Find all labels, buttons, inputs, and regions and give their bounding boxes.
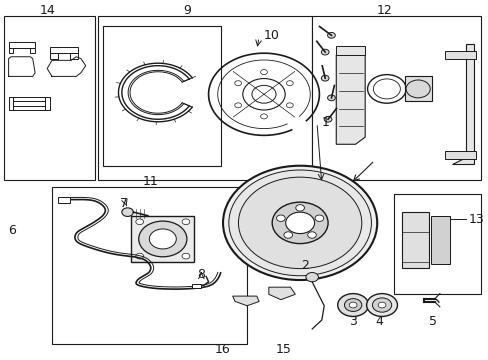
Circle shape <box>406 80 429 98</box>
Circle shape <box>307 232 316 238</box>
Bar <box>9 97 49 102</box>
Circle shape <box>377 302 385 308</box>
Bar <box>49 47 78 53</box>
Bar <box>9 48 13 53</box>
Text: 12: 12 <box>376 4 391 17</box>
Bar <box>30 48 35 53</box>
Circle shape <box>243 78 285 110</box>
Bar <box>444 152 475 158</box>
Text: 11: 11 <box>142 175 158 188</box>
Circle shape <box>272 202 327 244</box>
Circle shape <box>285 212 314 234</box>
Bar <box>393 194 480 294</box>
Text: 5: 5 <box>428 315 436 328</box>
Bar <box>58 197 70 203</box>
Bar <box>45 97 49 111</box>
Bar <box>52 187 246 344</box>
Text: 2: 2 <box>301 259 308 272</box>
Bar <box>9 106 49 111</box>
Circle shape <box>286 103 293 108</box>
Bar <box>70 53 78 59</box>
Text: 15: 15 <box>275 343 291 356</box>
Circle shape <box>337 294 368 316</box>
Circle shape <box>251 85 275 103</box>
Circle shape <box>182 219 189 225</box>
Bar <box>336 46 365 55</box>
Circle shape <box>373 79 400 99</box>
Circle shape <box>182 253 189 259</box>
Circle shape <box>260 69 267 75</box>
Bar <box>9 42 35 48</box>
Text: 4: 4 <box>375 315 383 328</box>
Polygon shape <box>451 44 472 164</box>
Polygon shape <box>232 296 259 306</box>
Circle shape <box>367 75 406 103</box>
Circle shape <box>305 273 318 282</box>
Polygon shape <box>268 287 295 300</box>
Text: 16: 16 <box>215 343 230 356</box>
Polygon shape <box>336 48 365 144</box>
Circle shape <box>348 302 356 308</box>
Bar <box>102 26 220 166</box>
Circle shape <box>122 208 133 216</box>
Circle shape <box>234 81 241 86</box>
Bar <box>49 53 58 59</box>
Circle shape <box>234 103 241 108</box>
Bar <box>430 216 449 264</box>
Circle shape <box>295 204 304 211</box>
Circle shape <box>284 232 292 238</box>
Circle shape <box>344 298 361 311</box>
Text: 8: 8 <box>197 268 205 281</box>
Text: 13: 13 <box>468 213 484 226</box>
Bar <box>4 16 95 180</box>
Bar <box>131 216 194 262</box>
Circle shape <box>136 219 143 225</box>
Circle shape <box>228 170 371 276</box>
Circle shape <box>324 116 331 122</box>
Circle shape <box>238 177 361 269</box>
Circle shape <box>372 298 391 312</box>
Circle shape <box>223 166 376 280</box>
Text: 14: 14 <box>39 4 55 17</box>
Circle shape <box>366 294 397 316</box>
Bar <box>402 212 428 267</box>
Circle shape <box>139 221 186 257</box>
Bar <box>405 76 431 102</box>
Circle shape <box>149 229 176 249</box>
Circle shape <box>321 49 328 55</box>
Bar <box>311 16 480 180</box>
Bar <box>444 51 475 59</box>
Circle shape <box>286 81 293 86</box>
Text: 1: 1 <box>321 116 329 129</box>
Text: 6: 6 <box>8 224 16 237</box>
Bar <box>98 16 311 180</box>
Circle shape <box>321 75 328 81</box>
Circle shape <box>136 253 143 259</box>
Text: 3: 3 <box>348 315 356 328</box>
Circle shape <box>276 215 285 221</box>
Circle shape <box>327 95 335 101</box>
Bar <box>191 284 201 288</box>
Text: 9: 9 <box>183 4 190 17</box>
Bar <box>9 97 13 111</box>
Text: 10: 10 <box>264 29 279 42</box>
Circle shape <box>260 114 267 119</box>
Circle shape <box>314 215 323 221</box>
Circle shape <box>327 32 335 38</box>
Text: 7: 7 <box>120 197 128 210</box>
